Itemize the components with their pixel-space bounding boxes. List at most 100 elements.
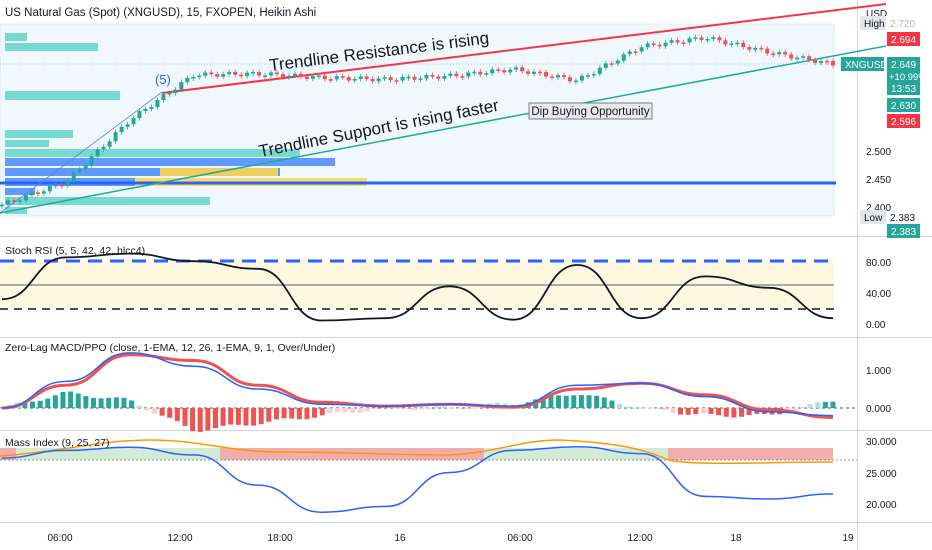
candle <box>137 110 142 119</box>
time-tick: 18:00 <box>267 533 292 544</box>
macd-hist-bar <box>632 407 638 409</box>
mass-index-pane[interactable]: Mass Index (9, 25, 27) 30.000 25.000 20.… <box>0 437 897 513</box>
candle <box>143 108 148 111</box>
macd-hist-bar <box>60 391 66 408</box>
stoch-rsi-pane[interactable]: Stoch RSI (5, 5, 42, 42, hlcc4) 80.00 40… <box>0 245 891 331</box>
candle <box>747 47 752 50</box>
candle <box>418 78 423 80</box>
candle <box>107 141 112 147</box>
price-tick: 2.400 <box>866 203 891 214</box>
candle <box>352 79 357 81</box>
candle <box>424 74 429 79</box>
candle <box>173 89 178 94</box>
macd-hist-bar <box>167 408 173 418</box>
macd-hist-bar <box>662 408 668 411</box>
macd-pane[interactable]: Zero-Lag MACD/PPO (close, 1-EMA, 12, 26,… <box>0 342 891 432</box>
vp-bar <box>5 188 35 195</box>
macd-hist-bar <box>731 408 737 418</box>
candle <box>370 78 375 82</box>
candle <box>478 71 483 75</box>
change-percent: +10.99% <box>889 72 927 83</box>
candle <box>573 80 578 83</box>
candle <box>466 72 471 77</box>
candle <box>251 72 256 74</box>
macd-hist-bar <box>251 408 257 426</box>
macd-hist-bar <box>205 408 211 431</box>
macd-hist-bar <box>273 408 279 420</box>
price-axis[interactable]: 2.500 2.450 2.400 High 2.720 2.694 XNGUS… <box>841 16 927 238</box>
candle <box>215 74 220 77</box>
candle <box>35 192 40 194</box>
candle <box>789 54 794 59</box>
candle <box>53 184 58 187</box>
wave-label[interactable]: (5) <box>155 72 171 87</box>
candle <box>633 51 638 53</box>
candle <box>591 73 596 76</box>
price-pane[interactable]: (5) Trendline Resistance is rising Trend… <box>0 3 887 217</box>
vp-bar <box>5 149 300 157</box>
candle <box>771 53 776 55</box>
candle <box>47 185 52 192</box>
mass-index-line <box>1 445 834 513</box>
candle <box>561 75 566 78</box>
macd-hist-bar <box>792 408 798 411</box>
time-tick: 18 <box>730 533 742 544</box>
vp-bar <box>5 158 335 166</box>
candle <box>651 43 656 45</box>
impulse-line <box>0 91 163 214</box>
candle <box>687 38 692 43</box>
candle <box>711 37 716 40</box>
macd-hist-bar <box>106 397 112 408</box>
mass-band <box>220 448 484 460</box>
macd-hist-bar <box>197 408 203 432</box>
candle <box>275 72 280 75</box>
mass-band <box>484 448 668 460</box>
macd-hist-bar <box>312 408 318 418</box>
macd-hist-bar <box>45 398 51 408</box>
macd-title: Zero-Lag MACD/PPO (close, 1-EMA, 12, 26,… <box>5 342 335 354</box>
candle <box>496 69 501 71</box>
candle <box>316 75 321 78</box>
macd-hist-bar <box>357 408 363 413</box>
macd-hist-bar <box>540 396 546 408</box>
candle <box>388 77 393 81</box>
macd-hist-bar <box>609 400 615 408</box>
macd-hist-bar <box>228 408 234 425</box>
candle <box>645 43 650 48</box>
vp-bar <box>5 33 27 41</box>
price-tick: 2.500 <box>866 147 891 158</box>
candle <box>185 77 190 83</box>
support-trendline[interactable] <box>0 45 887 214</box>
macd-hist-bar <box>22 401 28 408</box>
candle <box>741 42 746 48</box>
price-tag-2596-text: 2.596 <box>891 117 916 128</box>
macd-hist-bar <box>29 401 35 408</box>
macd-hist-bar <box>373 408 379 409</box>
time-tick: 06:00 <box>47 533 72 544</box>
candle <box>759 47 764 50</box>
candle <box>304 76 309 79</box>
high-label: High <box>864 19 885 30</box>
macd-hist-bar <box>434 406 440 408</box>
dip-box[interactable] <box>528 102 653 120</box>
candle <box>514 67 519 70</box>
candle <box>609 63 614 65</box>
chart-title: US Natural Gas (Spot) (XNGUSD), 15, FXOP… <box>5 7 316 19</box>
vp-bar <box>5 168 280 176</box>
candle <box>125 124 130 127</box>
macd-hist-bar <box>449 407 455 409</box>
candle <box>83 165 88 169</box>
macd-hist-bar <box>327 408 333 414</box>
candle <box>621 54 626 61</box>
candle <box>723 40 728 45</box>
macd-hist-bar <box>700 408 706 414</box>
macd-hist-bar <box>113 397 119 408</box>
candle <box>149 106 154 109</box>
time-axis[interactable]: 06:00 12:00 18:00 16 06:00 12:00 18 19 <box>47 533 854 544</box>
candle <box>358 76 363 80</box>
candle <box>11 200 16 202</box>
price-tag-2694 <box>887 32 920 46</box>
candle <box>532 71 537 74</box>
candle <box>550 76 555 79</box>
